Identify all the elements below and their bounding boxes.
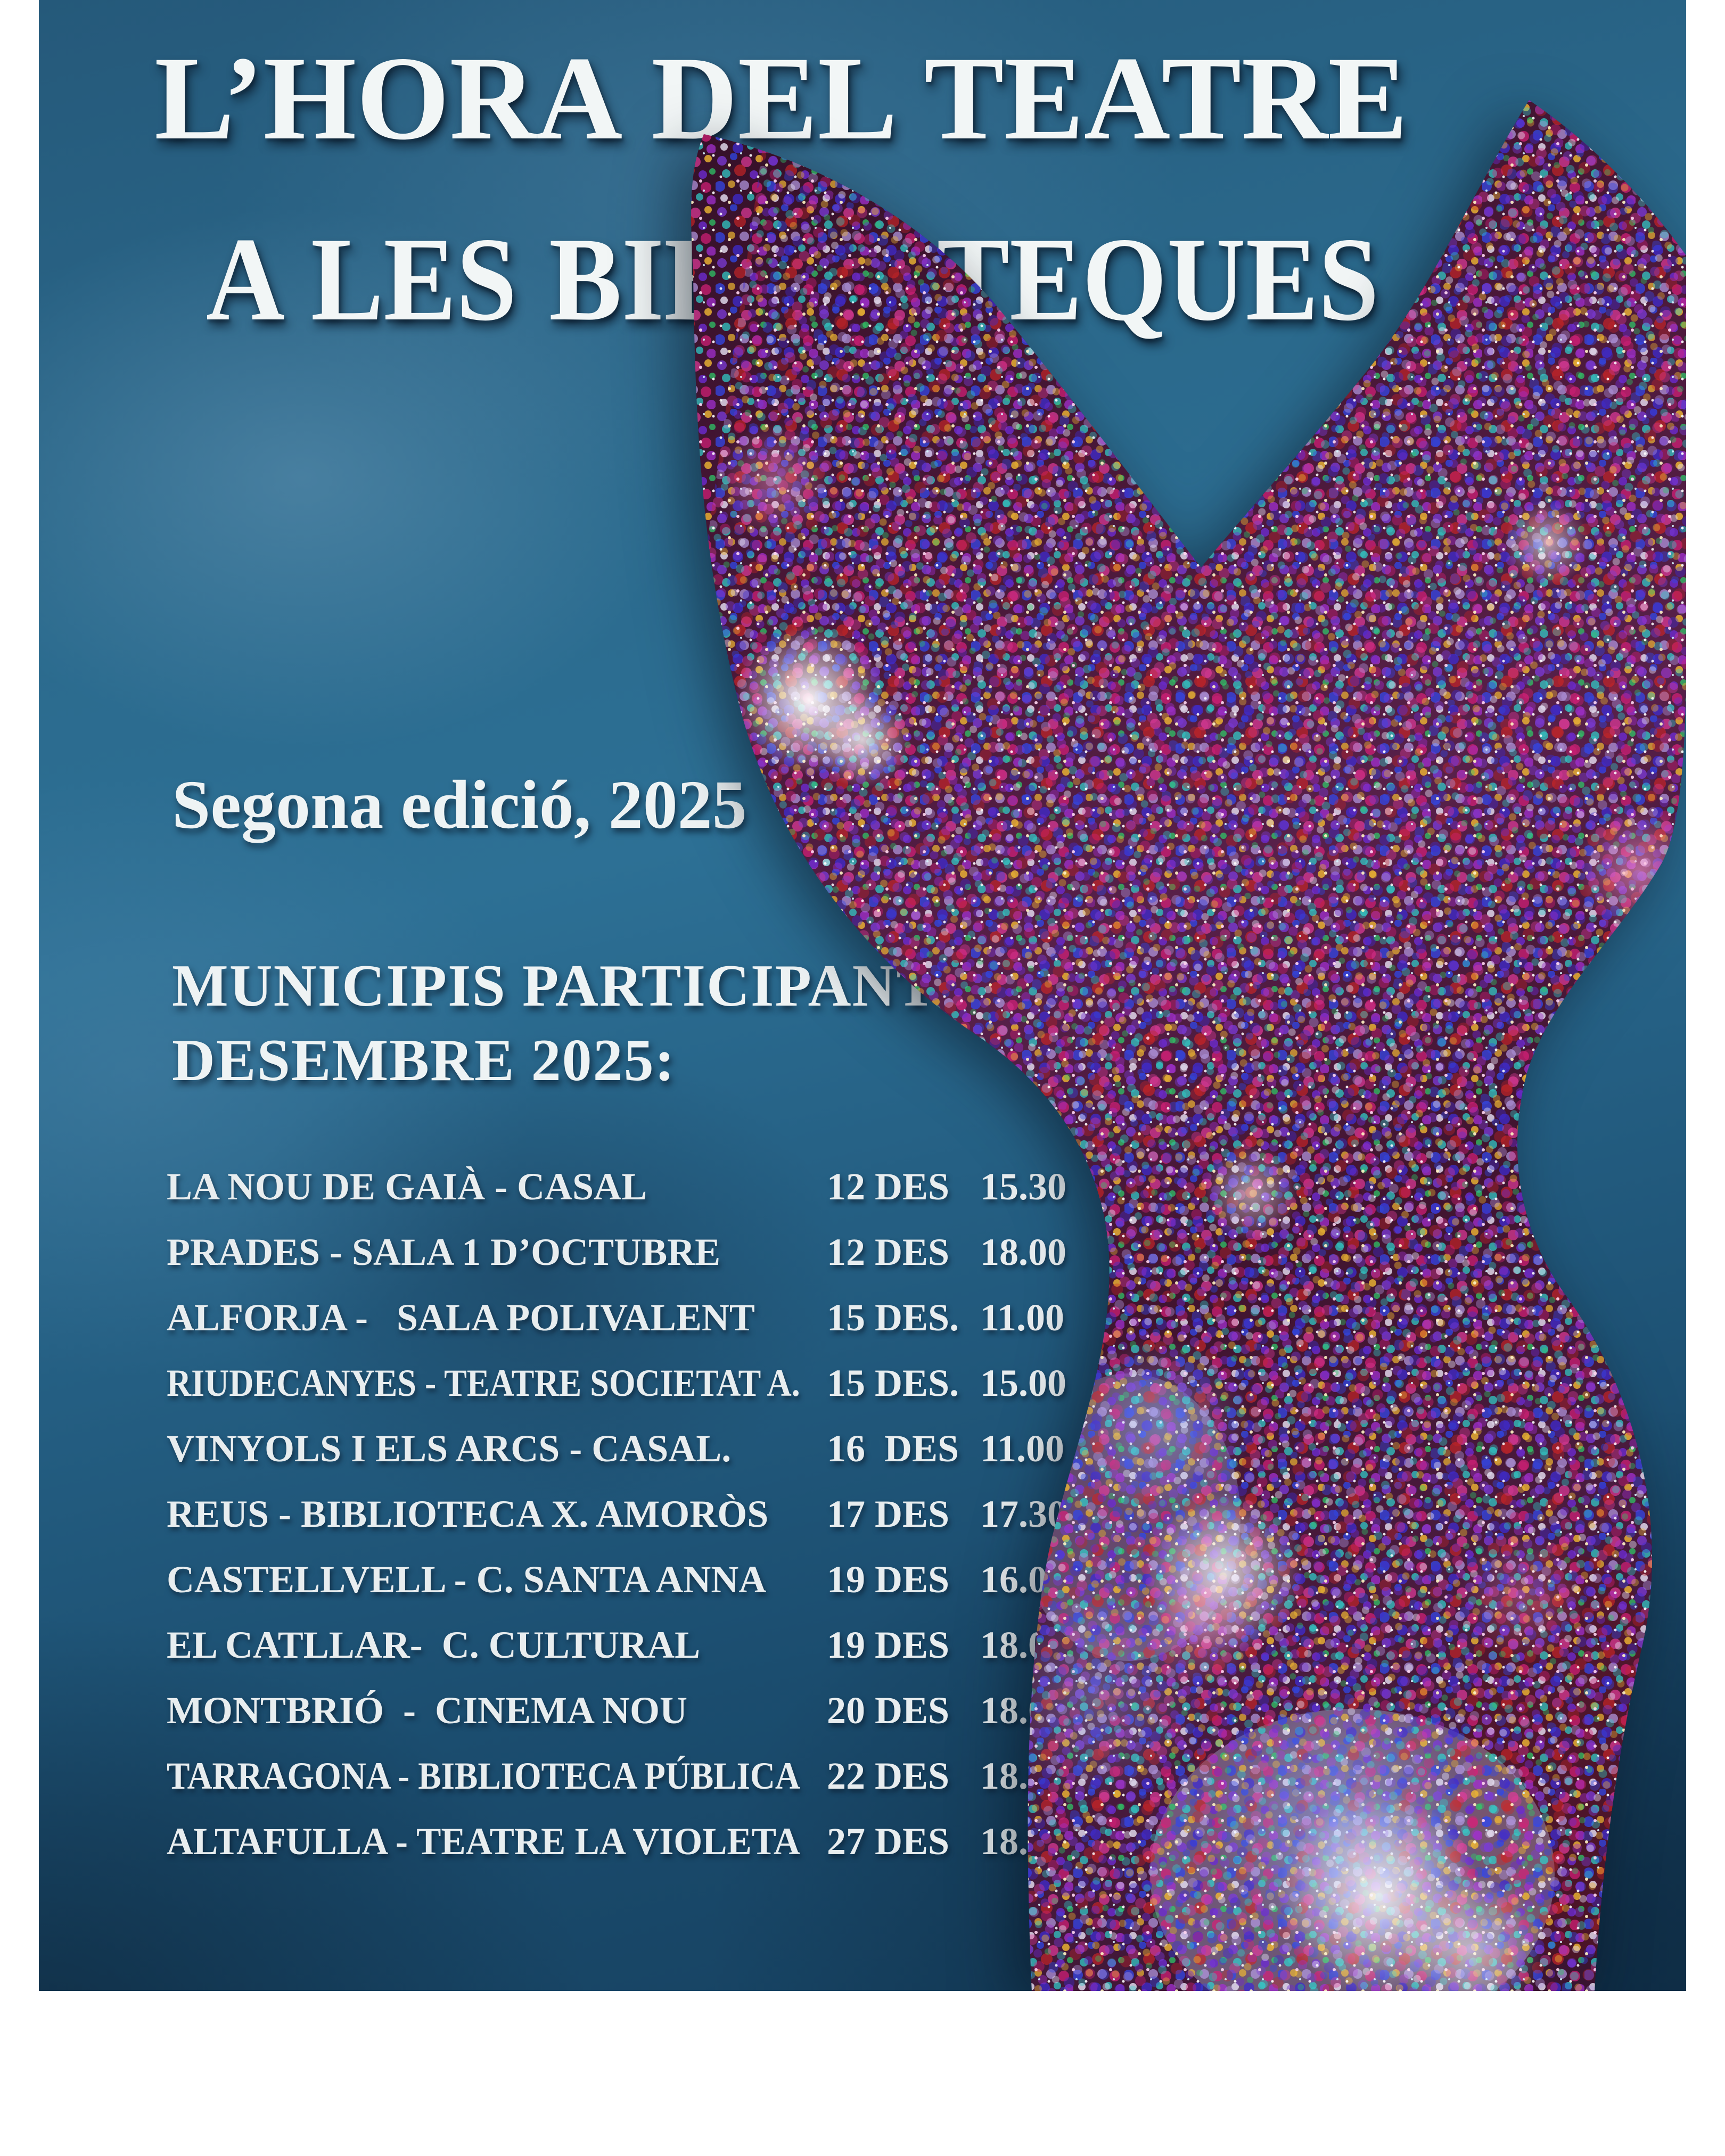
schedule-date: 17 DES [827, 1493, 950, 1535]
schedule-date: 19 DES [827, 1624, 950, 1666]
schedule-heading-line2: DESEMBRE 2025: [172, 1027, 676, 1093]
schedule-row: EL CATLLAR- C. CULTURAL 19 DES 18.00 [167, 1626, 1686, 1691]
schedule-venue: CASTELLVELL - C. SANTA ANNA [167, 1558, 767, 1601]
schedule-row: REUS - BIBLIOTECA X. AMORÒS 17 DES 17.30 [167, 1495, 1686, 1560]
poster-title-line1: L’HORA DEL TEATRE [154, 31, 1408, 164]
schedule-row: LA NOU DE GAIÀ - CASAL 12 DES 15.30 [167, 1167, 1686, 1233]
schedule-time: 15.30 [980, 1165, 1066, 1208]
schedule-date: 16 DES [827, 1427, 959, 1470]
schedule-date: 12 DES [827, 1231, 950, 1273]
schedule-date: 19 DES [827, 1558, 950, 1601]
schedule-venue: REUS - BIBLIOTECA X. AMORÒS [167, 1493, 769, 1535]
schedule-time: 11.00 [980, 1427, 1065, 1470]
schedule-row: ALFORJA - SALA POLIVALENT 15 DES. 11.00 [167, 1298, 1686, 1364]
schedule-time: 18.00 [980, 1231, 1066, 1273]
schedule-row: VINYOLS I ELS ARCS - CASAL. 16 DES 11.00 [167, 1429, 1686, 1495]
mermaid-tail-image [691, 100, 1686, 1991]
schedule-row: PRADES - SALA 1 D’OCTUBRE 12 DES 18.00 [167, 1233, 1686, 1298]
schedule-venue: PRADES - SALA 1 D’OCTUBRE [167, 1231, 721, 1273]
edition-subtitle: Segona edició, 2025 [172, 767, 747, 843]
schedule-date: 15 DES. [827, 1362, 959, 1404]
schedule-time: 17.30 [980, 1493, 1066, 1535]
schedule-list: LA NOU DE GAIÀ - CASAL 12 DES 15.30 PRAD… [167, 1167, 1686, 1888]
schedule-venue: EL CATLLAR- C. CULTURAL [167, 1624, 701, 1666]
schedule-venue: TARRAGONA - BIBLIOTECA PÚBLICA [167, 1755, 800, 1797]
schedule-venue: ALTAFULLA - TEATRE LA VIOLETA [167, 1820, 801, 1863]
schedule-row: RIUDECANYES - TEATRE SOCIETAT A. 15 DES.… [167, 1364, 1686, 1429]
schedule-date: 27 DES [827, 1820, 950, 1863]
schedule-venue: MONTBRIÓ - CINEMA NOU [167, 1689, 688, 1732]
schedule-date: 22 DES [827, 1755, 950, 1797]
schedule-venue: ALFORJA - SALA POLIVALENT [167, 1296, 755, 1339]
schedule-row: TARRAGONA - BIBLIOTECA PÚBLICA 22 DES 18… [167, 1757, 1686, 1822]
schedule-venue: RIUDECANYES - TEATRE SOCIETAT A. [167, 1362, 800, 1404]
schedule-time: 11.00 [980, 1296, 1065, 1339]
schedule-date: 12 DES [827, 1165, 950, 1208]
schedule-row: ALTAFULLA - TEATRE LA VIOLETA 27 DES 18.… [167, 1822, 1686, 1888]
schedule-time: 15.00 [980, 1362, 1066, 1404]
schedule-venue: LA NOU DE GAIÀ - CASAL [167, 1165, 647, 1208]
schedule-row: CASTELLVELL - C. SANTA ANNA 19 DES 16.00 [167, 1560, 1686, 1626]
poster-canvas: L’HORA DEL TEATRE A LES BIBLIOTEQUES Seg… [39, 0, 1686, 1991]
sponsor-footer: Balcázar STUDIOS HOLA, creador Creativit… [0, 1991, 1725, 2156]
schedule-venue: VINYOLS I ELS ARCS - CASAL. [167, 1427, 732, 1470]
schedule-date: 20 DES [827, 1689, 950, 1732]
schedule-date: 15 DES. [827, 1296, 959, 1339]
